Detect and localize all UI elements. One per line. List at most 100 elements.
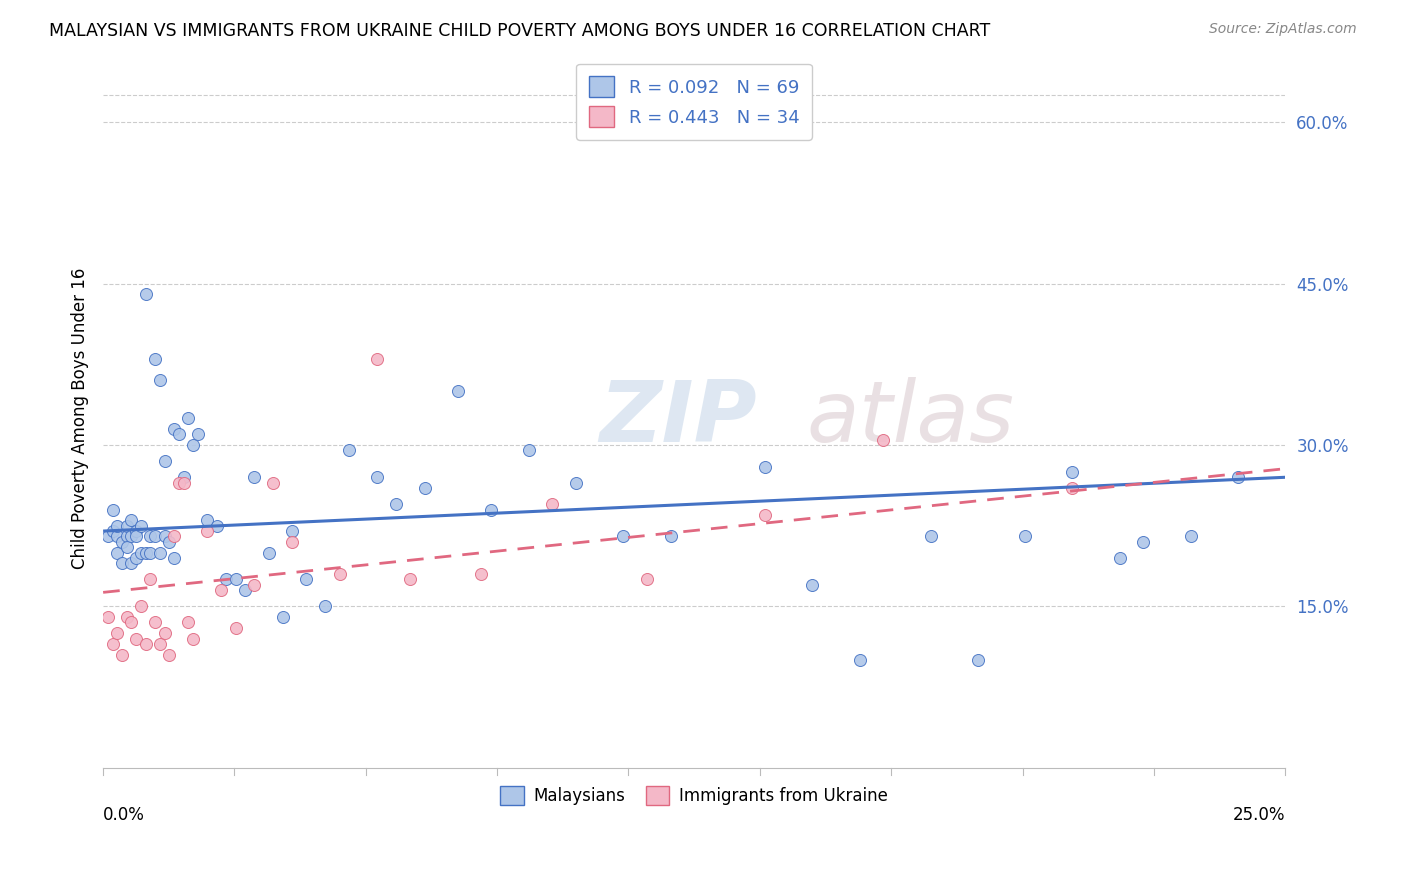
Point [848, 653, 870, 667]
Point [163, 422, 186, 436]
Point [257, 545, 280, 559]
Point [139, 545, 162, 559]
Point [195, 524, 218, 538]
Point [612, 529, 634, 543]
Point [1062, 465, 1084, 479]
Point [399, 573, 422, 587]
Point [125, 632, 148, 646]
Point [209, 583, 232, 598]
Point [135, 287, 157, 301]
Point [243, 470, 266, 484]
Point [181, 632, 204, 646]
Point [281, 524, 304, 538]
Point [111, 648, 134, 662]
Point [139, 573, 162, 587]
Point [101, 637, 124, 651]
Point [153, 626, 176, 640]
Point [1108, 551, 1130, 566]
Point [153, 529, 176, 543]
Point [966, 653, 988, 667]
Point [101, 502, 124, 516]
Y-axis label: Child Poverty Among Boys Under 16: Child Poverty Among Boys Under 16 [72, 268, 89, 569]
Point [215, 573, 238, 587]
Point [111, 557, 134, 571]
Point [295, 573, 318, 587]
Point [111, 534, 134, 549]
Point [187, 427, 209, 442]
Point [129, 545, 152, 559]
Point [139, 529, 162, 543]
Point [129, 599, 152, 614]
Point [385, 497, 408, 511]
Point [413, 481, 436, 495]
Point [115, 540, 138, 554]
Point [754, 459, 776, 474]
Point [754, 508, 776, 522]
Point [271, 610, 294, 624]
Point [97, 529, 120, 543]
Point [1180, 529, 1202, 543]
Point [121, 513, 143, 527]
Point [659, 529, 682, 543]
Point [181, 438, 204, 452]
Point [105, 529, 128, 543]
Point [366, 470, 388, 484]
Point [121, 615, 143, 630]
Point [135, 545, 157, 559]
Point [281, 534, 304, 549]
Point [101, 524, 124, 538]
Point [143, 351, 166, 366]
Point [97, 610, 120, 624]
Point [328, 567, 350, 582]
Point [205, 518, 228, 533]
Point [163, 551, 186, 566]
Point [173, 475, 195, 490]
Point [195, 513, 218, 527]
Point [115, 610, 138, 624]
Point [157, 648, 180, 662]
Point [153, 454, 176, 468]
Point [173, 470, 195, 484]
Point [125, 529, 148, 543]
Point [233, 583, 256, 598]
Point [105, 545, 128, 559]
Text: atlas: atlas [807, 376, 1015, 459]
Point [177, 615, 200, 630]
Point [115, 529, 138, 543]
Point [243, 578, 266, 592]
Point [314, 599, 336, 614]
Point [447, 384, 470, 399]
Point [115, 518, 138, 533]
Point [1014, 529, 1036, 543]
Point [129, 518, 152, 533]
Point [157, 534, 180, 549]
Point [105, 626, 128, 640]
Point [225, 573, 247, 587]
Text: MALAYSIAN VS IMMIGRANTS FROM UKRAINE CHILD POVERTY AMONG BOYS UNDER 16 CORRELATI: MALAYSIAN VS IMMIGRANTS FROM UKRAINE CHI… [49, 22, 990, 40]
Point [149, 374, 172, 388]
Point [125, 551, 148, 566]
Point [262, 475, 284, 490]
Point [143, 529, 166, 543]
Point [337, 443, 360, 458]
Point [470, 567, 492, 582]
Point [801, 578, 824, 592]
Point [135, 637, 157, 651]
Point [225, 621, 247, 635]
Point [105, 518, 128, 533]
Point [163, 529, 186, 543]
Point [167, 475, 190, 490]
Point [1132, 534, 1154, 549]
Point [1062, 481, 1084, 495]
Point [872, 433, 894, 447]
Text: Source: ZipAtlas.com: Source: ZipAtlas.com [1209, 22, 1357, 37]
Point [517, 443, 540, 458]
Point [920, 529, 942, 543]
Point [636, 573, 658, 587]
Point [177, 411, 200, 425]
Point [149, 545, 172, 559]
Point [479, 502, 502, 516]
Text: 25.0%: 25.0% [1233, 806, 1285, 824]
Text: 0.0%: 0.0% [103, 806, 145, 824]
Point [121, 557, 143, 571]
